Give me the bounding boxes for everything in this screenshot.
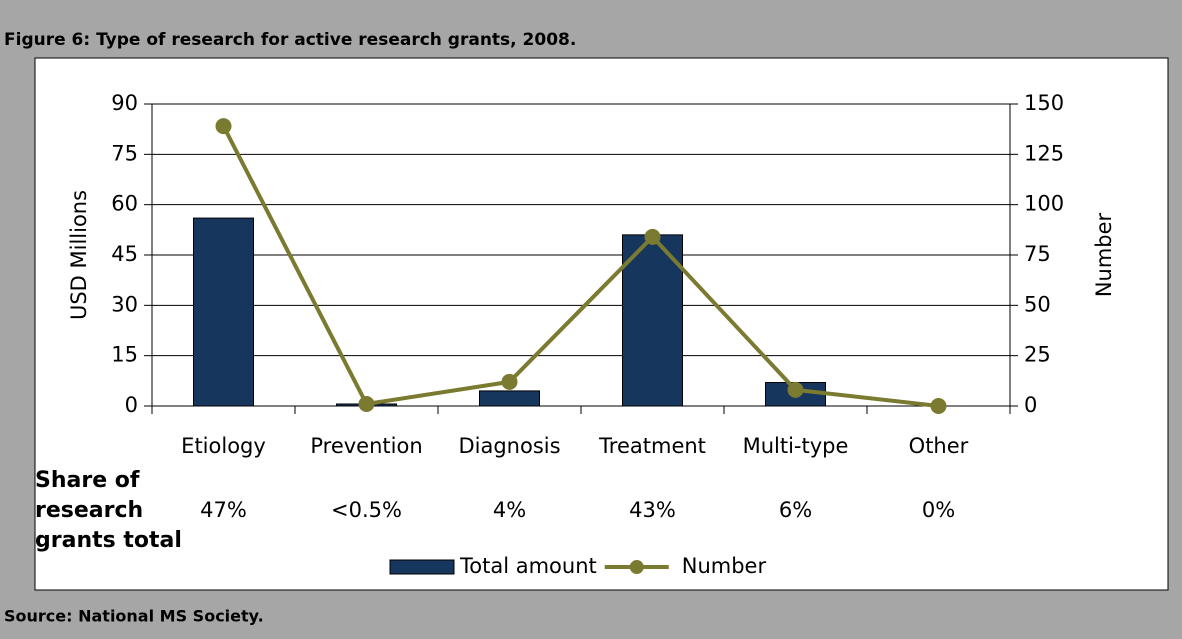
share-value: 43% [629, 498, 676, 522]
share-label: Share of [35, 468, 140, 493]
legend-label: Number [682, 554, 767, 578]
chart-title: Figure 6: Type of research for active re… [4, 30, 576, 50]
share-value: 6% [779, 498, 812, 522]
marker [787, 381, 804, 398]
line [221, 125, 939, 408]
x-tick-label: Prevention [310, 434, 422, 458]
y-tick-label: 60 [111, 192, 138, 216]
y-tick-label: 15 [111, 343, 138, 367]
y-tick-label: 90 [111, 91, 138, 115]
legend-label: Total amount [459, 554, 597, 578]
x-tick-label: Other [909, 434, 969, 458]
y-tick-label: 0 [125, 393, 138, 417]
y-tick-label: 75 [111, 141, 138, 165]
y2-axis-label: Number [1092, 212, 1116, 297]
share-label: grants total [35, 528, 182, 553]
y2-tick-label: 150 [1024, 91, 1064, 115]
share-label: research [35, 498, 143, 523]
x-tick-label: Multi-type [743, 434, 849, 458]
x-tick-label: Treatment [598, 434, 706, 458]
share-value: 4% [493, 498, 526, 522]
legend-swatch [389, 559, 455, 575]
y2-tick-label: 75 [1024, 242, 1051, 266]
marker [358, 395, 375, 412]
bar [622, 234, 683, 407]
x-tick-label: Diagnosis [458, 434, 560, 458]
marker [930, 398, 947, 414]
bar [479, 390, 540, 407]
share-value: 47% [200, 498, 247, 522]
y2-tick-label: 0 [1024, 393, 1037, 417]
bar [193, 217, 254, 407]
y2-tick-label: 100 [1024, 192, 1064, 216]
share-value: <0.5% [331, 498, 402, 522]
marker [644, 228, 661, 245]
y2-tick-label: 50 [1024, 292, 1051, 316]
y-tick-label: 45 [111, 242, 138, 266]
source-note: Source: National MS Society. [4, 607, 264, 626]
y-axis-label: USD Millions [67, 190, 91, 320]
legend-swatch [629, 560, 644, 574]
marker [215, 118, 232, 135]
y2-tick-label: 25 [1024, 343, 1051, 367]
marker [501, 373, 518, 390]
y2-tick-label: 125 [1024, 141, 1064, 165]
y-tick-label: 30 [111, 292, 138, 316]
share-value: 0% [922, 498, 955, 522]
x-tick-label: Etiology [181, 434, 266, 458]
